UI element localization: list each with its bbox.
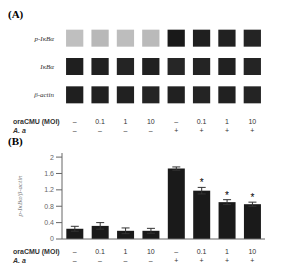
svg-text:p-IκBα/β-actin: p-IκBα/β-actin (16, 175, 24, 218)
svg-text:–: – (98, 257, 102, 264)
svg-text:*: * (200, 177, 204, 188)
svg-text:1.6: 1.6 (44, 170, 54, 177)
svg-text:–: – (123, 127, 127, 134)
svg-text:1.2: 1.2 (44, 186, 54, 193)
svg-text:0: 0 (50, 235, 54, 242)
svg-text:+: + (250, 127, 254, 134)
svg-text:0.8: 0.8 (44, 203, 54, 210)
html-text:(B): (B) (8, 135, 23, 147)
svg-text:–: – (73, 127, 77, 134)
svg-text:10: 10 (248, 248, 256, 255)
svg-text:A. a: A. a (12, 127, 26, 134)
svg-text:–: – (149, 127, 153, 134)
svg-text:10: 10 (248, 118, 256, 125)
svg-text:10: 10 (147, 248, 155, 255)
svg-text:–: – (174, 248, 178, 255)
svg-text:oraCMU (MOI): oraCMU (MOI) (13, 248, 60, 256)
svg-text:10: 10 (147, 118, 155, 125)
svg-text:+: + (250, 257, 254, 264)
svg-text:1: 1 (225, 248, 229, 255)
svg-text:0.1: 0.1 (197, 118, 207, 125)
html-text:(A): (A) (8, 8, 24, 20)
svg-text:1: 1 (123, 248, 127, 255)
svg-text:+: + (200, 127, 204, 134)
svg-text:p-IκBα: p-IκBα (34, 35, 55, 43)
svg-text:0.1: 0.1 (95, 118, 105, 125)
svg-text:IκBα: IκBα (39, 63, 54, 71)
svg-text:*: * (225, 190, 229, 201)
svg-text:–: – (149, 257, 153, 264)
svg-text:0.4: 0.4 (44, 219, 54, 226)
svg-text:A. a: A. a (12, 257, 26, 264)
svg-text:+: + (225, 257, 229, 264)
svg-text:+: + (174, 257, 178, 264)
svg-text:0.1: 0.1 (95, 248, 105, 255)
svg-text:0.1: 0.1 (197, 248, 207, 255)
svg-text:–: – (73, 257, 77, 264)
svg-text:+: + (225, 127, 229, 134)
svg-text:+: + (174, 127, 178, 134)
svg-text:–: – (73, 118, 77, 125)
svg-text:β-actin: β-actin (33, 91, 54, 99)
svg-text:–: – (174, 118, 178, 125)
svg-text:–: – (123, 257, 127, 264)
svg-text:oraCMU (MOI): oraCMU (MOI) (13, 118, 60, 126)
svg-text:*: * (250, 192, 254, 203)
svg-text:–: – (98, 127, 102, 134)
svg-text:–: – (73, 248, 77, 255)
svg-text:2: 2 (50, 154, 54, 161)
svg-text:+: + (200, 257, 204, 264)
svg-text:1: 1 (225, 118, 229, 125)
svg-text:1: 1 (123, 118, 127, 125)
